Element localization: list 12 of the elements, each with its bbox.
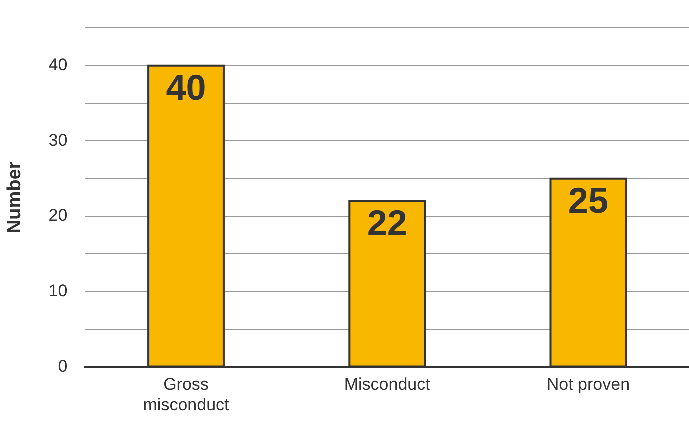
x-tick-label: Misconduct [344, 375, 431, 394]
y-tick-label: 10 [48, 282, 68, 301]
y-tick-label: 20 [48, 206, 68, 226]
y-tick-label: 30 [48, 130, 68, 150]
y-axis-title: Number [4, 161, 26, 234]
y-tick-label: 0 [58, 356, 68, 376]
data-label: 40 [166, 66, 206, 108]
x-tick-label: Not proven [546, 375, 630, 394]
data-label: 25 [568, 180, 608, 221]
x-tick-label: Gross misconduct [143, 375, 230, 414]
y-tick-label: 40 [48, 56, 68, 75]
data-label: 22 [367, 202, 408, 244]
